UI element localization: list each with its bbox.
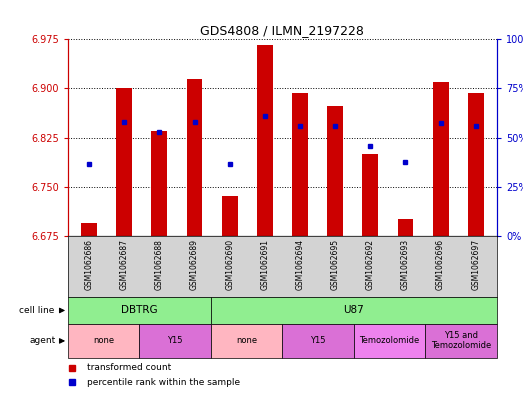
Bar (211, 297, 497, 324)
Bar (116, 88, 132, 236)
Bar (140, 324, 211, 358)
Text: GSM1062691: GSM1062691 (260, 239, 269, 290)
Text: GSM1062693: GSM1062693 (401, 239, 410, 290)
Text: percentile rank within the sample: percentile rank within the sample (87, 378, 241, 387)
Bar (468, 93, 484, 236)
Text: none: none (236, 336, 257, 345)
Bar (68, 297, 211, 324)
Text: GSM1062697: GSM1062697 (471, 239, 480, 290)
Bar (81, 223, 97, 236)
Bar (257, 44, 273, 236)
Text: Y15 and
Temozolomide: Y15 and Temozolomide (431, 331, 491, 350)
Text: GSM1062695: GSM1062695 (331, 239, 339, 290)
Text: cell line: cell line (19, 306, 64, 315)
Text: GSM1062696: GSM1062696 (436, 239, 445, 290)
Text: GSM1062690: GSM1062690 (225, 239, 234, 290)
Text: none: none (93, 336, 115, 345)
Bar (152, 131, 167, 236)
Bar (354, 324, 425, 358)
Text: DBTRG: DBTRG (121, 305, 158, 315)
Text: GSM1062694: GSM1062694 (295, 239, 304, 290)
Text: agent: agent (29, 336, 64, 345)
Text: GSM1062692: GSM1062692 (366, 239, 375, 290)
Text: GSM1062687: GSM1062687 (120, 239, 129, 290)
Text: Temozolomide: Temozolomide (359, 336, 420, 345)
Text: Y15: Y15 (167, 336, 183, 345)
Bar (211, 324, 282, 358)
Bar (292, 93, 308, 236)
Bar (282, 324, 354, 358)
Bar (425, 324, 497, 358)
Text: GSM1062686: GSM1062686 (85, 239, 94, 290)
Bar (68, 324, 140, 358)
Text: GSM1062688: GSM1062688 (155, 239, 164, 290)
Title: GDS4808 / ILMN_2197228: GDS4808 / ILMN_2197228 (200, 24, 365, 37)
Bar (187, 79, 202, 236)
Bar (433, 82, 449, 236)
Bar (222, 196, 237, 236)
Text: Y15: Y15 (311, 336, 326, 345)
Text: GSM1062689: GSM1062689 (190, 239, 199, 290)
Text: U87: U87 (344, 305, 365, 315)
Bar (397, 219, 413, 236)
Bar (362, 154, 378, 236)
Text: transformed count: transformed count (87, 363, 172, 372)
Bar (327, 106, 343, 236)
